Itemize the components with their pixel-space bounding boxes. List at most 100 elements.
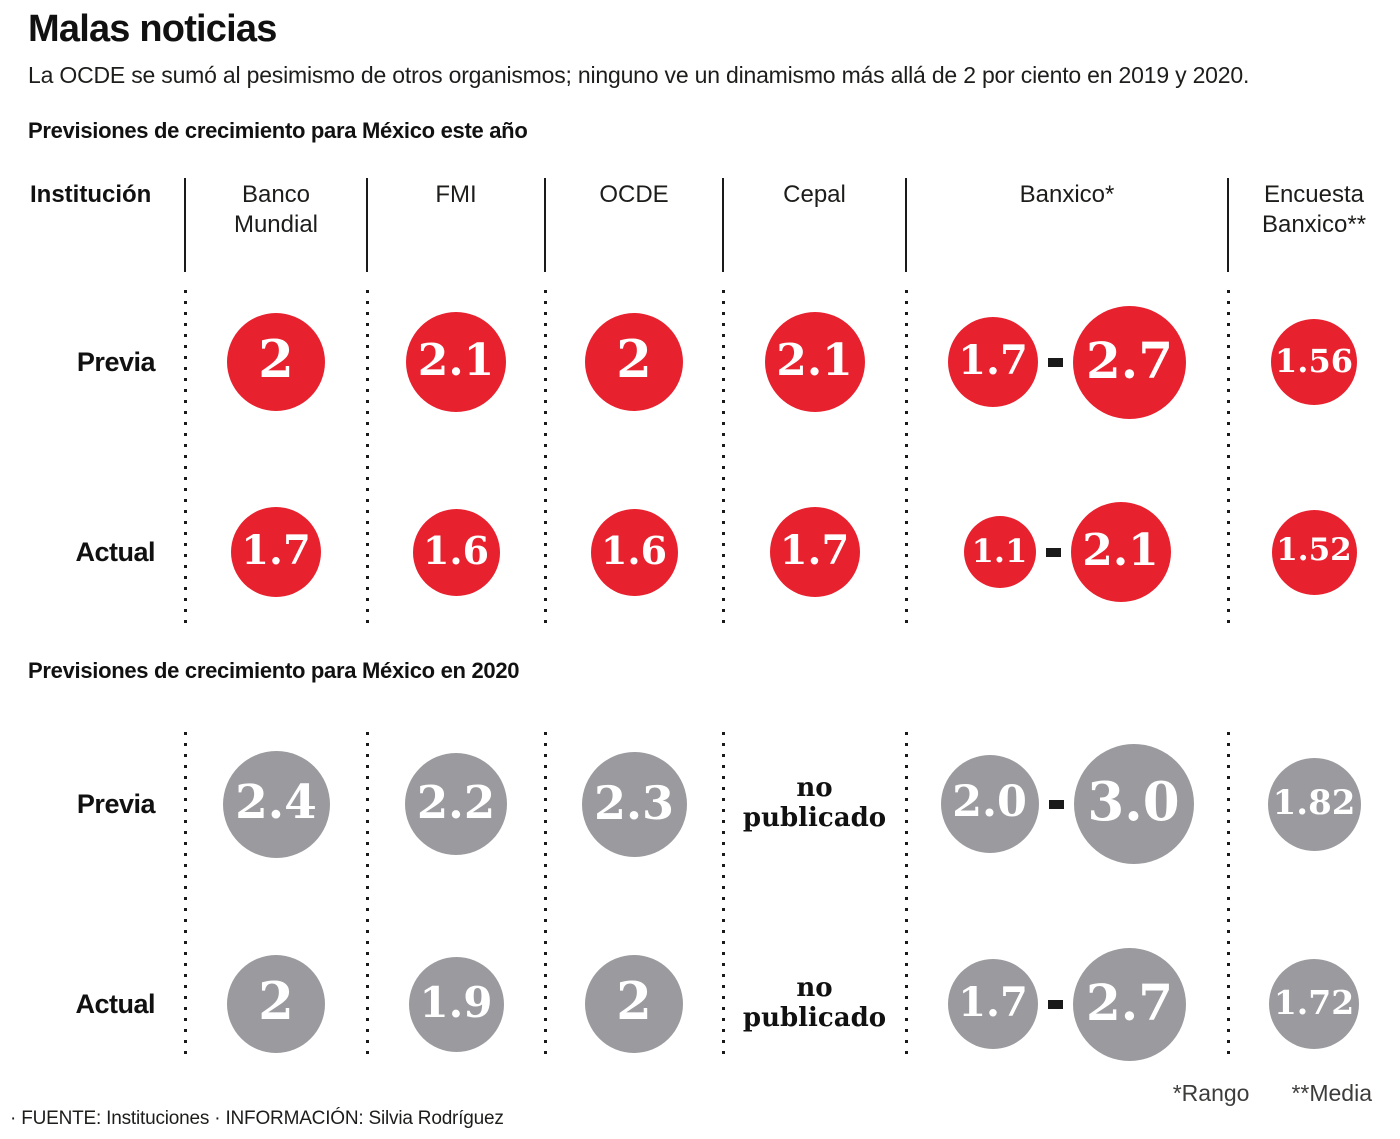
- forecast-row-actual: Actual 1.7 1.6 1.6 1.7 1.1 2.1 1.52: [0, 476, 1400, 628]
- forecast-circle: 2: [227, 313, 325, 411]
- column-divider-line: [722, 178, 724, 272]
- forecast-row-previa: Previa 2.4 2.2 2.3 no publicado 2.0 3.0 1.82: [0, 728, 1400, 880]
- cell-previa-banxico: 2.0 3.0: [906, 728, 1228, 880]
- forecast-block-este-ano: Previa 2 2.1 2 2.1 1.7 2.7 1.56 Actual 1.7 1.6 1.6 1…: [0, 286, 1400, 628]
- cell-previa-cepal: 2.1: [723, 286, 906, 438]
- cell-actual-fmi: 1.6: [367, 476, 545, 628]
- subtitle: La OCDE se sumó al pesimismo de otros or…: [28, 62, 1250, 88]
- forecast-circle: 1.6: [590, 508, 678, 596]
- forecast-row-previa: Previa 2 2.1 2 2.1 1.7 2.7 1.56: [0, 286, 1400, 438]
- column-header-row: Institución Banco Mundial FMI OCDE Cepal…: [0, 172, 1400, 278]
- page-title: Malas noticias: [28, 8, 277, 50]
- forecast-circle: 1.6: [412, 508, 500, 596]
- forecast-circle: 2.1: [764, 312, 865, 412]
- forecast-circle: 2.1: [406, 312, 506, 412]
- range-dash: [1048, 357, 1063, 367]
- column-header-institucion: Institución: [30, 181, 152, 208]
- not-published-label: no publicado: [742, 973, 887, 1033]
- forecast-block-2020: Previa 2.4 2.2 2.3 no publicado 2.0 3.0 1.82 Act…: [0, 728, 1400, 1064]
- source-credit: · FUENTE: Instituciones · INFORMACIÓN: S…: [10, 1108, 504, 1129]
- cell-previa-encuesta-banxico: 1.56: [1228, 286, 1400, 438]
- column-divider-dotted: [544, 732, 547, 1060]
- cell-actual-banxico: 1.7 2.7: [906, 928, 1228, 1080]
- cell-previa-fmi: 2.1: [367, 286, 545, 438]
- column-divider-line: [366, 178, 368, 272]
- section-heading-este-ano: Previsiones de crecimiento para México e…: [28, 118, 528, 143]
- column-divider-dotted: [905, 732, 908, 1060]
- column-divider-line: [184, 178, 186, 272]
- section-heading-2020: Previsiones de crecimiento para México e…: [28, 658, 520, 683]
- column-header-banco-mundial: Banco Mundial: [233, 181, 319, 238]
- column-divider-dotted: [1227, 732, 1230, 1060]
- forecast-circle: 3.0: [1073, 744, 1194, 864]
- cell-actual-cepal: 1.7: [723, 476, 906, 628]
- forecast-circle: 2.0: [940, 755, 1039, 853]
- cell-previa-fmi: 2.2: [367, 728, 545, 880]
- column-divider-dotted: [1227, 290, 1230, 624]
- row-label: Actual: [75, 988, 155, 1019]
- column-divider-dotted: [722, 732, 725, 1060]
- forecast-circle: 1.7: [948, 959, 1038, 1049]
- cell-actual-ocde: 1.6: [545, 476, 723, 628]
- forecast-circle: 2.3: [581, 751, 687, 857]
- column-header-cepal: Cepal: [783, 181, 846, 208]
- forecast-circle: 1.56: [1271, 319, 1357, 405]
- cell-actual-banco-mundial: 2: [185, 928, 367, 1080]
- footnotes: *Rango **Media: [1173, 1080, 1372, 1107]
- column-divider-dotted: [366, 732, 369, 1060]
- row-label: Previa: [76, 346, 156, 377]
- row-label: Previa: [76, 788, 156, 819]
- cell-actual-ocde: 2: [545, 928, 723, 1080]
- column-divider-line: [905, 178, 907, 272]
- column-divider-line: [1227, 178, 1229, 272]
- forecast-circle: 1.9: [408, 956, 504, 1052]
- range-dash: [1048, 799, 1064, 809]
- forecast-circle: 1.7: [769, 507, 860, 597]
- cell-actual-fmi: 1.9: [367, 928, 545, 1080]
- forecast-circle: 2.7: [1073, 305, 1186, 419]
- row-label-actual: Actual: [0, 476, 185, 628]
- range-dash: [1045, 547, 1061, 557]
- cell-previa-cepal: no publicado: [723, 728, 906, 880]
- forecast-circle: 2.4: [222, 750, 330, 858]
- forecast-circle: 1.7: [231, 507, 321, 597]
- cell-previa-banco-mundial: 2: [185, 286, 367, 438]
- cell-actual-banxico: 1.1 2.1: [906, 476, 1228, 628]
- forecast-circle: 2.7: [1073, 947, 1186, 1061]
- row-label: Actual: [75, 536, 155, 567]
- column-header-fmi: FMI: [435, 181, 477, 208]
- cell-previa-ocde: 2.3: [545, 728, 723, 880]
- cell-actual-cepal: no publicado: [723, 928, 906, 1080]
- column-divider-dotted: [366, 290, 369, 624]
- cell-previa-ocde: 2: [545, 286, 723, 438]
- forecast-circle: 1.52: [1271, 509, 1357, 595]
- forecast-circle: 2: [227, 955, 325, 1053]
- row-label-previa: Previa: [0, 286, 185, 438]
- cell-actual-encuesta-banxico: 1.52: [1228, 476, 1400, 628]
- forecast-circle: 1.1: [963, 516, 1036, 588]
- column-divider-dotted: [184, 290, 187, 624]
- column-header-encuesta-banxico: Encuesta Banxico**: [1261, 181, 1367, 238]
- column-divider-dotted: [544, 290, 547, 624]
- cell-previa-encuesta-banxico: 1.82: [1228, 728, 1400, 880]
- forecast-row-actual: Actual 2 1.9 2 no publicado 1.7 2.7 1.72: [0, 928, 1400, 1080]
- footnote-media: **Media: [1291, 1080, 1372, 1106]
- forecast-circle: 2.2: [405, 753, 507, 855]
- cell-actual-banco-mundial: 1.7: [185, 476, 367, 628]
- forecast-circle: 1.7: [948, 317, 1038, 407]
- forecast-circle: 1.82: [1267, 757, 1361, 851]
- column-divider-dotted: [905, 290, 908, 624]
- cell-previa-banco-mundial: 2.4: [185, 728, 367, 880]
- footnote-rango: *Rango: [1172, 1080, 1250, 1106]
- column-header-banxico: Banxico*: [1019, 181, 1115, 208]
- not-published-label: no publicado: [742, 773, 887, 833]
- column-divider-line: [544, 178, 546, 272]
- forecast-circle: 2: [585, 955, 683, 1053]
- forecast-circle: 2.1: [1070, 502, 1171, 602]
- forecast-circle: 1.72: [1269, 959, 1359, 1049]
- cell-previa-banxico: 1.7 2.7: [906, 286, 1228, 438]
- cell-actual-encuesta-banxico: 1.72: [1228, 928, 1400, 1080]
- column-header-ocde: OCDE: [599, 181, 669, 208]
- range-dash: [1048, 999, 1063, 1009]
- row-label-previa: Previa: [0, 728, 185, 880]
